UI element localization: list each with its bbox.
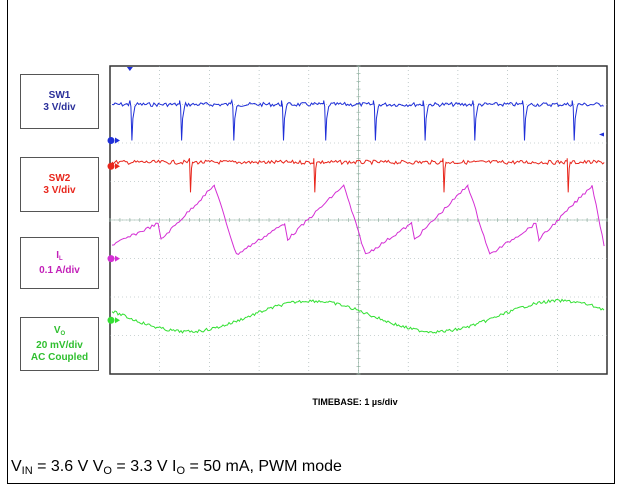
legend-sw2-name: SW2 [48, 172, 71, 184]
legend-sw1: SW1 3 V/div [20, 74, 99, 129]
channel-ground-marker [107, 255, 115, 263]
legend-vo-scale: 20 mV/div [36, 339, 83, 351]
legend-vo-sub: O [60, 330, 66, 337]
channel-ground-arrow [115, 255, 120, 262]
trigger-marker [126, 67, 133, 71]
sw2-trace [111, 158, 605, 193]
legend-il-scale: 0.1 A/div [39, 264, 80, 276]
legend-sw1-scale: 3 V/div [43, 101, 76, 113]
channel-ground-arrow [115, 137, 120, 144]
channel-ground-arrow [115, 317, 120, 324]
grid [109, 65, 608, 375]
legend-vo-name: V [53, 324, 61, 336]
legend-il-sub: L [59, 255, 63, 262]
channel-ground-arrow [115, 163, 120, 170]
channel-markers [107, 67, 604, 324]
legend-sw2-scale: 3 V/div [43, 184, 76, 196]
channel-ground-marker [107, 316, 115, 324]
timebase-label: TIMEBASE: 1 µs/div [312, 397, 398, 407]
legend-il-name: I [56, 249, 60, 261]
channel-ground-marker [107, 137, 115, 144]
inductor-current-trace [111, 184, 605, 255]
test-conditions-caption: VIN = 3.6 V VO = 3.3 V IO = 50 mA, PWM m… [11, 458, 342, 477]
channel-ground-marker [107, 162, 115, 170]
traces [111, 98, 605, 334]
trigger-level-marker [599, 132, 604, 137]
sw1-trace [111, 98, 604, 141]
legend-vo-coupling: AC Coupled [30, 351, 89, 363]
legend-il: IL 0.1 A/div [20, 237, 99, 289]
legend-sw1-name: SW1 [48, 89, 71, 101]
output-voltage-trace [111, 298, 605, 334]
legend-vo: VO 20 mV/div AC Coupled [20, 317, 99, 371]
legend-sw2: SW2 3 V/div [20, 157, 99, 212]
figure-frame [7, 0, 615, 484]
